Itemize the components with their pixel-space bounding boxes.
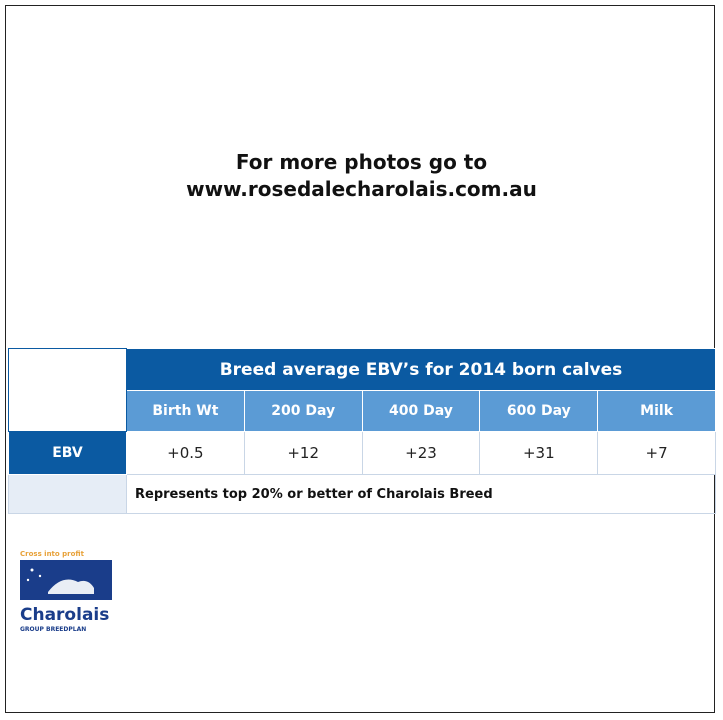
column-header: Birth Wt [126,390,245,432]
ebv-value: +12 [243,431,363,475]
ebv-value: +23 [361,431,481,475]
row-label: EBV [8,431,127,475]
column-header: 600 Day [479,390,599,432]
note-left-cell [8,474,127,514]
ebv-value: +0.5 [126,431,245,475]
empty-cell [8,348,127,432]
logo-star [26,578,30,582]
column-header: 200 Day [243,390,363,432]
table-title: Breed average EBV’s for 2014 born calves [126,348,716,391]
heading-url: www.rosedalecharolais.com.au [186,177,537,201]
ebv-value: +31 [479,431,599,475]
ebv-value: +7 [597,431,716,475]
charolais-logo: Cross into profit Charolais GROUP BREEDP… [20,550,112,633]
heading-line: For more photos go to [235,150,488,174]
logo-bull [48,579,94,594]
column-header: Milk [597,390,716,432]
logo-name: Charolais [20,605,109,625]
logo-star [30,568,34,572]
table-note: Represents top 20% or better of Charolai… [126,474,716,514]
logo-star [38,574,42,578]
logo-tagline: Cross into profit [20,550,85,558]
logo-sub: GROUP BREEDPLAN [20,626,86,633]
column-header: 400 Day [361,390,481,432]
ebv-table: Breed average EBV’s for 2014 born calves… [8,348,716,514]
